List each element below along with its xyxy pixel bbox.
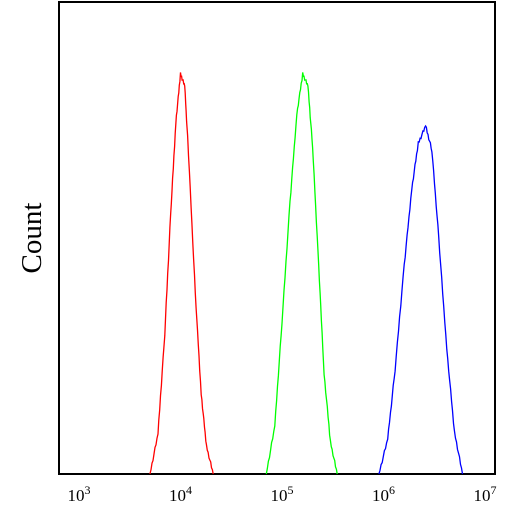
x-tick-layer: 103 104 105 106 107 bbox=[68, 483, 497, 505]
x-tick-label-4: 106 bbox=[372, 483, 395, 505]
y-axis-label: Count bbox=[16, 203, 48, 274]
histogram-series-3 bbox=[378, 124, 464, 475]
x-tick-exponent: 4 bbox=[186, 483, 192, 497]
plot-frame bbox=[58, 1, 496, 475]
x-tick-base: 10 bbox=[271, 486, 288, 505]
x-tick-label-2: 104 bbox=[169, 483, 192, 505]
x-tick-base: 10 bbox=[372, 486, 389, 505]
x-tick-base: 10 bbox=[68, 486, 85, 505]
x-tick-label-5: 107 bbox=[474, 483, 497, 505]
x-tick-exponent: 6 bbox=[389, 483, 395, 497]
x-tick-exponent: 5 bbox=[288, 483, 294, 497]
x-tick-base: 10 bbox=[169, 486, 186, 505]
histogram-series-2 bbox=[265, 72, 338, 475]
x-tick-exponent: 7 bbox=[491, 483, 497, 497]
x-tick-base: 10 bbox=[474, 486, 491, 505]
x-tick-exponent: 3 bbox=[85, 483, 91, 497]
histogram-series-1 bbox=[149, 72, 214, 475]
x-tick-label-1: 103 bbox=[68, 483, 91, 505]
series-layer bbox=[149, 72, 464, 475]
x-tick-label-3: 105 bbox=[271, 483, 294, 505]
